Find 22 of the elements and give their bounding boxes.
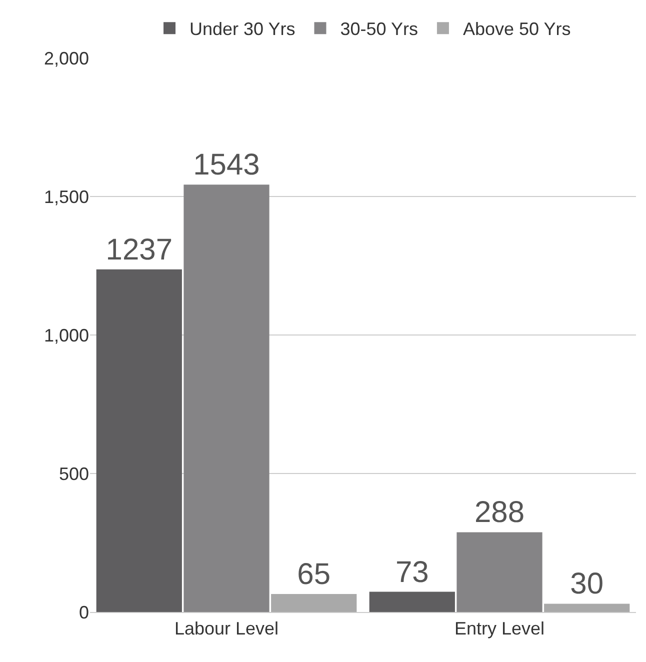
y-tick-label: 1,500 xyxy=(44,186,89,207)
legend-label: Above 50 Yrs xyxy=(462,19,571,40)
legend-label: 30-50 Yrs xyxy=(340,19,418,40)
bar xyxy=(456,532,542,612)
bar xyxy=(184,184,270,612)
data-label: 288 xyxy=(474,496,525,530)
y-tick-label: 1,000 xyxy=(44,325,89,346)
y-tick-label: 2,000 xyxy=(44,48,89,68)
x-tick-label: Entry Level xyxy=(454,618,545,639)
x-tick-label: Labour Level xyxy=(174,618,279,639)
y-tick-label: 0 xyxy=(78,602,89,622)
data-label: 1237 xyxy=(106,233,173,266)
data-label: 65 xyxy=(297,558,331,591)
legend-label: Under 30 Yrs xyxy=(190,19,296,40)
data-label: 1543 xyxy=(193,148,260,182)
bar xyxy=(544,604,630,612)
y-tick-label: 500 xyxy=(58,464,89,484)
bar xyxy=(96,269,182,612)
data-label: 73 xyxy=(395,556,429,589)
bar xyxy=(369,592,455,612)
data-label: 30 xyxy=(570,568,604,601)
bar xyxy=(271,594,357,612)
